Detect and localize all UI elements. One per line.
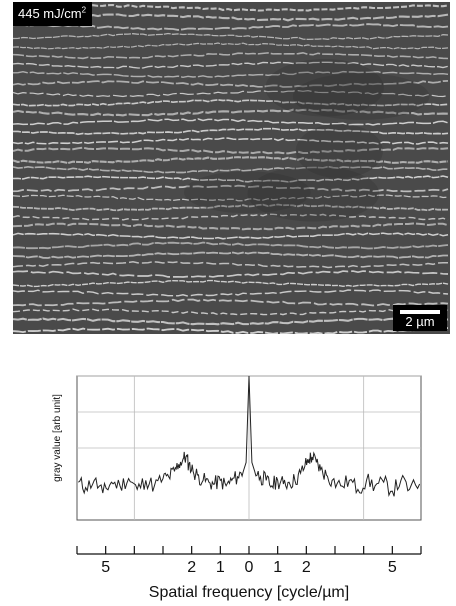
scale-bar-label: 2 µm [405,314,435,329]
ripple-stripe [13,70,449,79]
scale-bar-box: 2 µm [393,305,447,331]
frequency-profile-chart: 5 2 1 0 1 2 5 gray value [arb unit] Spatial fr… [52,375,422,601]
ripple-stripe [13,89,449,98]
x-tick-label: 2 [187,559,196,576]
x-axis-tick-labels: 5 2 1 0 1 2 5 [101,559,397,576]
shadow-patch [292,73,430,120]
ripple-stripe [13,251,448,259]
ripple-stripe [13,118,449,126]
x-tick-label: 2 [302,559,311,576]
x-axis-label: Spatial frequency [cycle/µm] [149,584,349,601]
ripple-stripe [13,241,449,250]
fluence-label: 445 mJ/cm2 [13,2,93,26]
grid-lines [77,375,421,520]
ripple-stripe [13,23,449,31]
ripple-stripe [13,308,449,316]
ripple-stripe [13,213,449,221]
ripple-pattern [13,2,450,334]
ripple-stripe [13,32,449,41]
ripple-stripe [13,194,449,202]
ripple-stripe [13,232,449,240]
ripple-stripe [13,99,449,107]
ripple-stripe [13,298,449,307]
x-tick-label: 1 [273,559,282,576]
x-axis-ticks [76,546,422,554]
ripple-stripe [13,289,449,297]
series-line [78,375,421,498]
shadow-patch [247,165,380,222]
ripple-stripe [13,51,449,60]
ripple-stripe [13,260,449,269]
ripple-stripe [13,80,449,88]
ripple-stripe [13,108,449,117]
ripple-stripe [13,42,449,50]
x-tick-label: 1 [216,559,225,576]
ripple-stripe [13,270,449,278]
ripple-stripe [13,165,448,174]
x-tick-label: 5 [388,559,397,576]
scale-bar [400,310,440,314]
shadow-patch [295,123,383,179]
fluence-exponent: 2 [81,5,87,15]
ripple-stripe [13,317,449,326]
ripple-stripe [13,61,449,69]
ripple-stripe [13,156,449,165]
ripple-stripe [13,203,449,212]
ripple-stripe [13,279,449,288]
sem-micrograph: 445 mJ/cm2 2 µm [13,2,450,334]
ripple-stripe [13,146,449,155]
ripple-stripe [13,327,448,334]
x-tick-label: 5 [101,559,110,576]
shadow-patch [265,59,384,117]
ripple-stripe [13,137,449,145]
ripple-stripe [13,222,449,231]
ripple-stripe [13,175,449,183]
y-axis-label: gray value [arb unit] [52,394,63,482]
x-tick-label: 0 [245,559,254,576]
ripple-stripe [13,127,449,136]
shadow-patch [183,171,311,214]
ripple-stripe [13,184,449,193]
fluence-value: 445 mJ/cm [18,6,82,21]
